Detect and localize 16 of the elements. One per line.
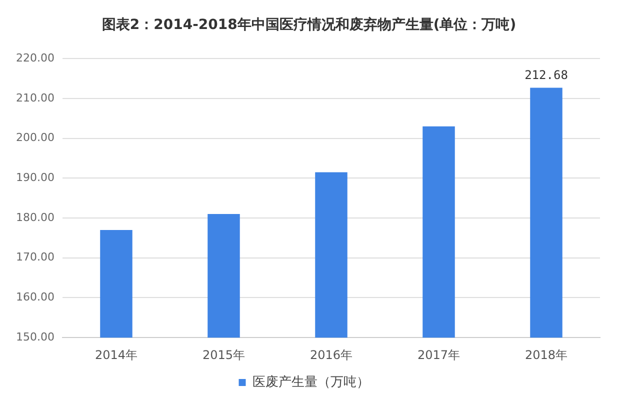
y-tick-label: 190.00: [16, 171, 54, 184]
x-tick-label: 2017年: [417, 348, 460, 362]
x-tick-label: 2016年: [310, 348, 353, 362]
y-tick-label: 170.00: [16, 250, 54, 264]
y-tick-label: 210.00: [16, 91, 54, 104]
y-tick-label: 150.00: [16, 330, 54, 344]
chart-title: 图表2：2014-2018年中国医疗情况和废弃物产生量(单位：万吨): [100, 16, 518, 35]
x-tick-label: 2018年: [524, 348, 568, 362]
y-tick-label: 160.00: [16, 290, 54, 304]
y-tick-label: 180.00: [16, 210, 54, 224]
y-tick-label: 200.00: [16, 131, 54, 144]
x-tick-label: 2014年: [94, 348, 138, 362]
legend-label: 医废产生量（万吨）: [252, 374, 370, 390]
y-tick-label: 220.00: [16, 51, 54, 64]
data-label: 212.68: [524, 68, 568, 82]
x-tick-label: 2015年: [202, 348, 246, 362]
